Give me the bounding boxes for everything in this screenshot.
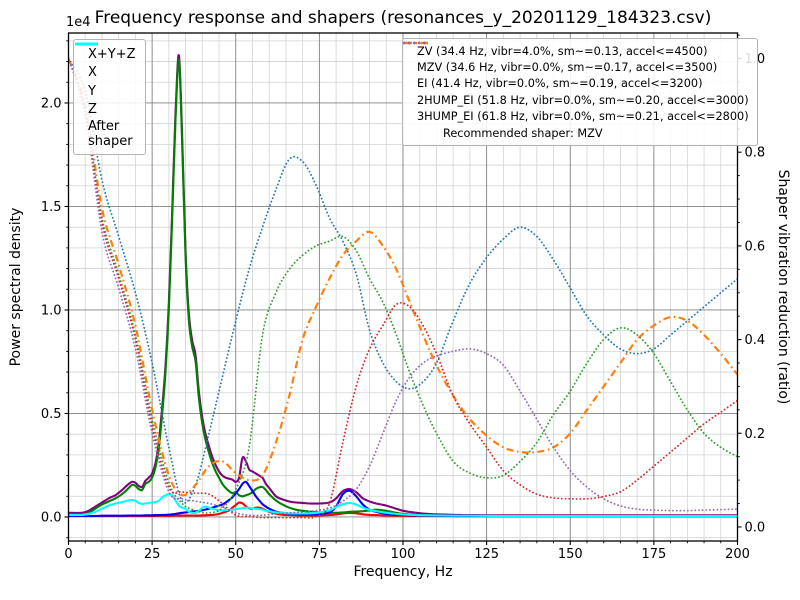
ticks bbox=[64, 34, 742, 545]
legend-shapers: ZV (34.4 Hz, vibr=4.0%, sm~=0.13, accel<… bbox=[402, 38, 758, 147]
x-tick-label: 175 bbox=[641, 547, 666, 562]
y-right-tick-label: 0.8 bbox=[745, 146, 766, 161]
x-tick-label: 25 bbox=[144, 547, 161, 562]
y-right-tick-label: 0.0 bbox=[745, 520, 766, 535]
y-axis-right-label: Shaper vibration reduction (ratio) bbox=[775, 169, 791, 405]
legend-item-aftershaper: After shaper bbox=[75, 42, 136, 149]
legend-item-y: Y bbox=[75, 42, 136, 101]
legend-item-label: 2HUMP_EI (51.8 Hz, vibr=0.0%, sm~=0.20, … bbox=[417, 93, 749, 107]
legend-item-mzv: MZV (34.6 Hz, vibr=0.0%, sm~=0.17, accel… bbox=[404, 41, 749, 75]
x-axis-label: Frequency, Hz bbox=[353, 564, 453, 580]
x-tick-label: 50 bbox=[227, 547, 244, 562]
y-right-tick-label: 0.2 bbox=[745, 427, 766, 442]
x-tick-label: 150 bbox=[558, 547, 583, 562]
psd-curve-xyz bbox=[68, 54, 738, 517]
shaper-curve-hump2 bbox=[68, 57, 738, 519]
legend-item-label: Y bbox=[88, 83, 96, 99]
psd-curve-after bbox=[68, 493, 738, 518]
legend-item-label: EI (41.4 Hz, vibr=0.0%, sm~=0.19, accel<… bbox=[417, 77, 703, 91]
recommended-shaper-note: Recommended shaper: MZV bbox=[443, 126, 603, 140]
y-left-tick-label: 1.0 bbox=[41, 303, 62, 318]
legend-item-ei: EI (41.4 Hz, vibr=0.0%, sm~=0.19, accel<… bbox=[403, 41, 749, 92]
shaper-curve-ei bbox=[68, 57, 738, 514]
shaper-curve-mzv bbox=[68, 58, 738, 497]
y-left-tick-label: 1.5 bbox=[41, 200, 62, 215]
shaper-curve-zv bbox=[68, 57, 738, 504]
legend-item-x: X bbox=[75, 42, 136, 83]
y-left-tick-label: 2.0 bbox=[41, 96, 62, 111]
x-tick-label: 75 bbox=[311, 547, 328, 562]
legend-shapers-rows: ZV (34.4 Hz, vibr=4.0%, sm~=0.13, accel<… bbox=[403, 41, 749, 125]
curves bbox=[68, 54, 738, 519]
legend-item-2hump_ei: 2HUMP_EI (51.8 Hz, vibr=0.0%, sm~=0.20, … bbox=[403, 41, 749, 108]
legend-item-label: X+Y+Z bbox=[88, 46, 136, 62]
y-left-tick-label: 0.0 bbox=[41, 510, 62, 525]
y-right-tick-label: 0.6 bbox=[745, 239, 766, 254]
chart-title: Frequency response and shapers (resonanc… bbox=[94, 8, 712, 28]
x-tick-label: 200 bbox=[725, 547, 750, 562]
legend-item-zv: ZV (34.4 Hz, vibr=4.0%, sm~=0.13, accel<… bbox=[403, 41, 749, 59]
legend-item-label: X bbox=[88, 65, 97, 81]
legend-line-swatch bbox=[403, 41, 429, 45]
legend-item-z: Z bbox=[75, 42, 136, 120]
legend-item-3hump_ei: 3HUMP_EI (61.8 Hz, vibr=0.0%, sm~=0.21, … bbox=[403, 41, 749, 125]
y-left-tick-label: 0.5 bbox=[41, 407, 62, 422]
psd-curve-y bbox=[68, 58, 738, 518]
legend-item-label: 3HUMP_EI (61.8 Hz, vibr=0.0%, sm~=0.21, … bbox=[417, 110, 749, 124]
legend-item-label: ZV (34.4 Hz, vibr=4.0%, sm~=0.13, accel<… bbox=[417, 44, 708, 58]
y-axis-left-label: Power spectral density bbox=[8, 207, 24, 367]
legend-psd-rows: X+Y+Z X Y Z After shaper bbox=[75, 42, 136, 149]
y-right-tick-label: 0.4 bbox=[745, 333, 766, 348]
legend-item-label: MZV (34.6 Hz, vibr=0.0%, sm~=0.17, accel… bbox=[417, 61, 718, 75]
x-tick-label: 100 bbox=[391, 547, 416, 562]
legend-item-label: Z bbox=[88, 102, 97, 118]
shaper-curve-hump3 bbox=[68, 57, 738, 517]
y-axis-offset-label: 1e4 bbox=[66, 15, 91, 30]
legend-psd: X+Y+Z X Y Z After shaper bbox=[73, 39, 146, 155]
x-tick-label: 125 bbox=[474, 547, 499, 562]
x-tick-label: 0 bbox=[64, 547, 72, 562]
legend-item-label: After shaper bbox=[88, 119, 133, 149]
legend-line-swatch bbox=[75, 42, 98, 46]
